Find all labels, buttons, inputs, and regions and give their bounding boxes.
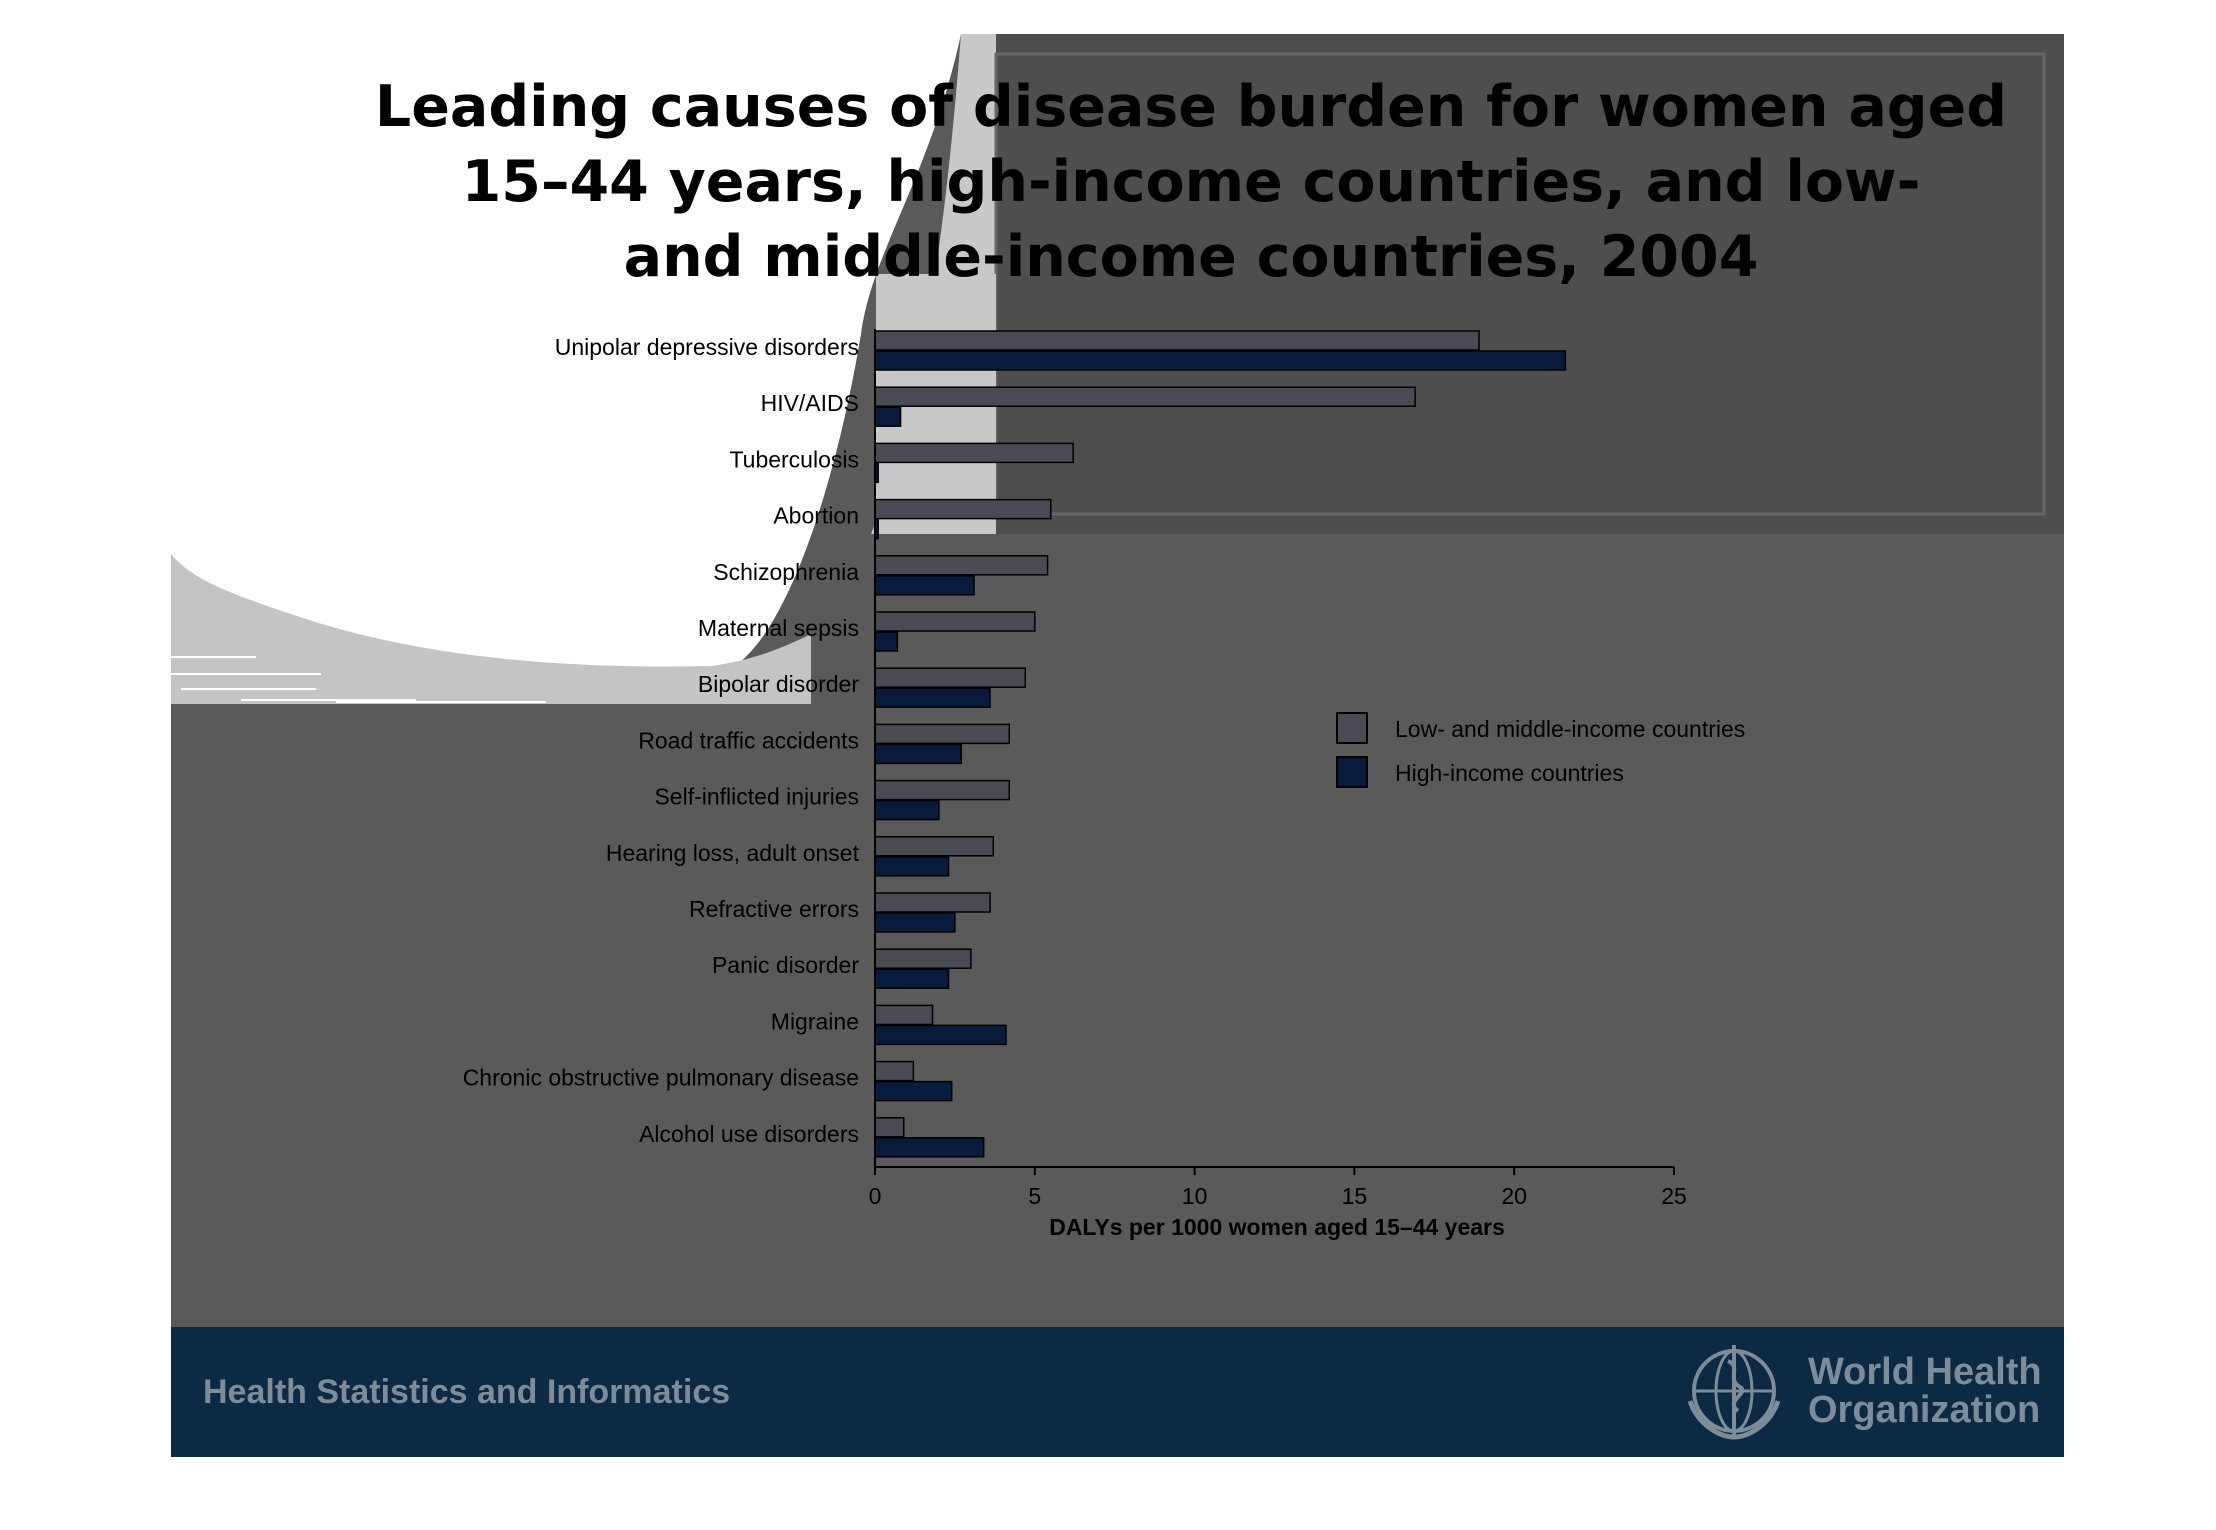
globe-grey-band (171, 554, 811, 704)
bar-low-middle-income (874, 892, 991, 913)
bar-high-income (874, 856, 950, 877)
category-label: Abortion (773, 503, 859, 529)
bar-low-middle-income (874, 442, 1074, 464)
bar-chart: Unipolar depressive disorders HIV/AIDS Tub… (463, 329, 1745, 1240)
x-tick-label: 20 (1501, 1183, 1527, 1209)
category-label: Panic disorder (712, 952, 859, 978)
category-label: Alcohol use disorders (639, 1121, 859, 1147)
bar-high-income (874, 687, 991, 708)
category-label: Road traffic accidents (638, 727, 859, 753)
category-labels: Unipolar depressive disorders HIV/AIDS Tub… (463, 334, 860, 1147)
bar-high-income (874, 912, 956, 933)
category-label: Self-inflicted injuries (654, 784, 859, 810)
bar-high-income (874, 350, 1567, 371)
legend: Low- and middle-income countries High-in… (1336, 712, 1745, 788)
bar-low-middle-income (874, 386, 1416, 407)
bar-high-income (874, 1024, 1007, 1046)
bar-high-income (874, 631, 899, 652)
footer-bar: Health Statistics and Informatics World … (171, 1327, 2064, 1457)
category-label: Chronic obstructive pulmonary disease (463, 1065, 859, 1091)
bar-low-middle-income (874, 1117, 905, 1138)
category-label: Migraine (771, 1008, 859, 1034)
bar-low-middle-income (874, 779, 1010, 801)
legend-label-high-income: High-income countries (1395, 760, 1624, 786)
bar-high-income (874, 575, 975, 596)
x-tick-label: 5 (1028, 1183, 1041, 1209)
bar-low-middle-income (874, 667, 1026, 688)
bar-low-middle-income (874, 836, 995, 857)
bar-low-middle-income (874, 611, 1036, 632)
bar-low-middle-income (874, 555, 1049, 576)
bar-high-income (874, 1080, 953, 1102)
bar-low-middle-income (874, 1060, 915, 1082)
x-axis-label: DALYs per 1000 women aged 15–44 years (1049, 1214, 1505, 1240)
category-label: Schizophrenia (713, 559, 859, 585)
who-emblem-icon (1687, 1345, 1781, 1440)
organization-name: World Health Organization (1808, 1351, 2042, 1431)
slide-title: Leading causes of disease burden for wom… (374, 74, 2008, 290)
x-tick-label: 15 (1342, 1183, 1368, 1209)
category-label: HIV/AIDS (761, 390, 859, 416)
bar-low-middle-income (874, 498, 1052, 520)
globe-white-area (171, 34, 961, 678)
bar-low-middle-income (874, 1004, 934, 1026)
bar-low-middle-income (874, 948, 972, 969)
bar-high-income (874, 799, 940, 821)
legend-swatch-low-middle-income (1336, 712, 1368, 744)
x-tick-labels: 0 5 10 15 20 25 (869, 1167, 1687, 1209)
legend-label-low-middle-income: Low- and middle-income countries (1395, 716, 1745, 742)
legend-swatch-high-income (1336, 756, 1368, 788)
footer-department-text: Health Statistics and Informatics (203, 1373, 731, 1411)
header-panel (996, 34, 2064, 534)
category-label: Hearing loss, adult onset (606, 840, 860, 866)
slide: Leading causes of disease burden for wom… (171, 34, 2064, 1457)
bar-high-income (874, 406, 902, 427)
category-label: Maternal sepsis (698, 615, 859, 641)
bar-low-middle-income (874, 723, 1010, 745)
category-label: Unipolar depressive disorders (555, 334, 859, 360)
x-tick-label: 25 (1661, 1183, 1687, 1209)
bar-high-income (874, 968, 950, 989)
chart-bars (874, 330, 1567, 1158)
bar-low-middle-income (874, 330, 1480, 351)
bar-high-income (874, 1137, 985, 1158)
category-label: Refractive errors (689, 896, 859, 922)
bar-high-income (874, 743, 963, 765)
x-tick-label: 10 (1182, 1183, 1208, 1209)
category-label: Tuberculosis (729, 446, 859, 472)
x-tick-label: 0 (869, 1183, 882, 1209)
background-decoration (171, 34, 2064, 1457)
category-label: Bipolar disorder (698, 671, 859, 697)
